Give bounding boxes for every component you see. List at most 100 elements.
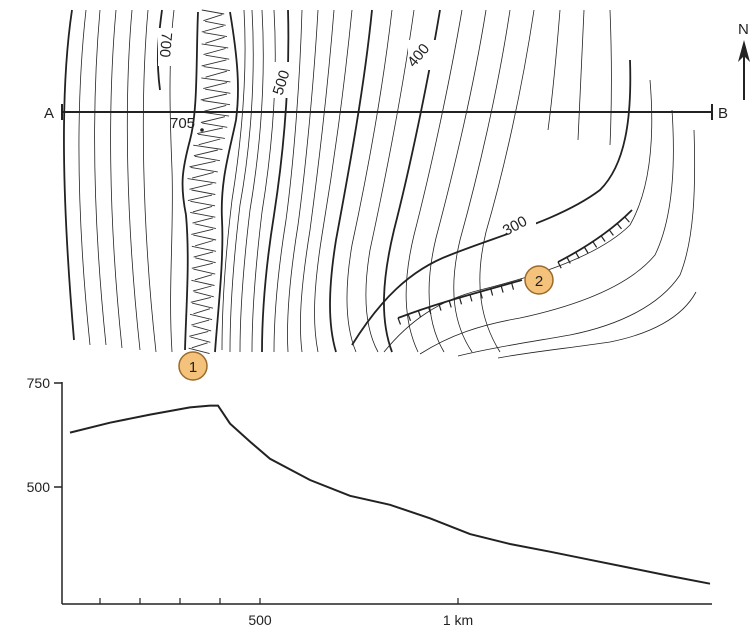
scarp-hatch-stroke (200, 116, 226, 123)
scarp-hatch-stroke (191, 302, 214, 309)
section-label-b: B (718, 105, 728, 122)
fault-tick (438, 303, 442, 311)
contour-line (142, 9, 157, 353)
contour-line (383, 79, 653, 353)
scarp-hatch-stroke (195, 240, 214, 247)
contour-label-500: 500 (270, 68, 294, 97)
scarp-hatch-stroke (189, 330, 209, 337)
contour-line (457, 129, 696, 357)
fault-tick (490, 288, 494, 296)
scarp-hatch-stroke (197, 127, 223, 135)
scarp-hatch-stroke (205, 36, 225, 44)
scarp-hatch-stroke (194, 274, 213, 281)
scarp-hatch-stroke (203, 48, 226, 56)
scarp-hatch-stroke (193, 144, 223, 150)
scarp-hatch-stroke (200, 93, 227, 101)
contour-line (94, 9, 107, 346)
fault-tick (428, 307, 432, 315)
scarp-hatch-stroke (188, 347, 210, 355)
scarp-hatch-stroke (190, 200, 216, 207)
scarp-hatch-stroke (190, 166, 218, 173)
scarp-east-edge (214, 11, 239, 353)
contour-line (287, 9, 319, 353)
scarp-hatch-stroke (195, 257, 216, 264)
contour-line (314, 9, 353, 353)
north-arrow: N (738, 21, 750, 100)
scarp-hatch-stroke (194, 223, 216, 230)
x-tick-label-500: 500 (248, 612, 272, 628)
contour-line (419, 109, 674, 355)
contour-label-bg-700 (158, 28, 178, 66)
fault-tick (566, 256, 571, 264)
scarp-hatch-stroke (187, 194, 213, 202)
scarp-hatch-stroke (203, 82, 228, 90)
contour-line (497, 291, 697, 359)
scarp-hatch-stroke (191, 342, 208, 349)
scarp-hatch-stroke (191, 262, 213, 269)
contour-line (346, 9, 393, 353)
scarp-hatch-stroke (187, 178, 217, 184)
marker-2: 2 (524, 265, 554, 295)
fault-ticks (397, 216, 630, 325)
scarp-hatch-stroke (191, 319, 210, 326)
contour-line (405, 9, 463, 353)
scarp-hatch-stroke (191, 279, 215, 286)
scarp-hatch-stroke (203, 32, 228, 38)
scarp-hatch-stroke (202, 122, 228, 128)
scarp-hatch-stroke (205, 54, 230, 60)
scarp-hatch-stroke (201, 25, 224, 33)
marker-1: 1 (178, 351, 208, 381)
contour-line (300, 9, 335, 353)
contour-line (229, 9, 254, 353)
fault-segment-east (557, 209, 633, 263)
scarp-hatch-stroke (190, 336, 211, 343)
north-arrow-icon (738, 40, 750, 62)
scarp-hatch-stroke (205, 70, 228, 78)
contour-line (329, 9, 373, 353)
scarp-hatch-stroke (192, 217, 213, 224)
fault-tick (407, 313, 412, 322)
scarp-hatch-stroke (197, 133, 225, 139)
contour-line (428, 9, 487, 353)
scarp-hatch-stroke (193, 308, 211, 315)
scarp-hatch-stroke (201, 59, 227, 67)
scarp-hatch-stroke (201, 77, 231, 83)
fault-tick (575, 251, 580, 259)
fault-tick (500, 285, 504, 293)
spot-height-label: 705 (170, 115, 195, 132)
fault-scarp-line (397, 209, 633, 325)
fault-tick (469, 294, 473, 302)
scarp-hatching (187, 9, 231, 355)
scarp-hatch-stroke (192, 205, 213, 213)
fault-tick (417, 310, 422, 318)
scarp-hatch-stroke (191, 245, 217, 252)
scarp-hatch-stroke (202, 100, 231, 106)
contour-label-bg-400 (408, 40, 442, 70)
scarp-hatch-stroke (193, 268, 216, 275)
scarp-hatch-stroke (193, 149, 218, 157)
fault-tick (616, 223, 622, 230)
fault-tick (448, 300, 452, 308)
contour-line (273, 9, 303, 353)
scarp-hatch-stroke (193, 251, 214, 258)
scarp-hatch-stroke (194, 291, 214, 298)
scarp-hatch-stroke (190, 296, 211, 303)
contour-label-bg-300 (500, 208, 536, 234)
scarp-hatch-stroke (190, 211, 216, 218)
fault-tick (592, 241, 598, 248)
fault-tick (608, 229, 614, 236)
fault-tick (600, 235, 606, 242)
scarp-hatch-stroke (191, 171, 214, 179)
contour-line (63, 9, 75, 341)
x-tick-label-1km: 1 km (443, 612, 473, 628)
fault-tick (397, 317, 402, 325)
profile-series-line (69, 404, 711, 585)
fault-tick (459, 297, 463, 305)
scarp-hatch-stroke (205, 20, 226, 26)
scarp-hatch-stroke (193, 234, 217, 241)
scarp-hatch-stroke (194, 155, 220, 162)
y-tick-label-750: 750 (27, 375, 51, 391)
scarp-hatch-stroke (192, 325, 212, 332)
